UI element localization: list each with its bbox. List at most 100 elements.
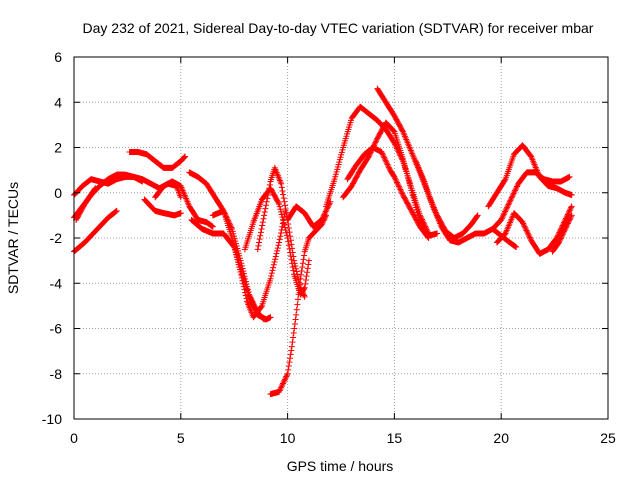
data-point-marker (519, 219, 526, 226)
data-point-marker (285, 366, 292, 373)
data-point-marker (474, 213, 481, 220)
data-point-marker (294, 296, 301, 303)
data-point-marker (281, 221, 288, 228)
data-point-marker (243, 281, 250, 288)
data-point-marker (510, 190, 517, 197)
data-point-marker (373, 136, 380, 143)
data-point-marker (557, 236, 564, 243)
data-point-marker (381, 154, 388, 161)
data-point-marker (525, 231, 532, 238)
data-point-marker (278, 383, 285, 390)
data-point-marker (391, 173, 398, 180)
data-point-marker (261, 208, 268, 215)
data-point-marker (238, 262, 245, 269)
data-point-marker (564, 211, 571, 218)
data-point-marker (250, 299, 257, 306)
data-point-marker (240, 268, 247, 275)
data-point-marker (395, 182, 402, 189)
data-point-marker (259, 222, 266, 229)
data-point-marker (391, 139, 398, 146)
data-point-marker (513, 183, 520, 190)
data-point-marker (562, 224, 569, 231)
data-point-marker (556, 229, 563, 236)
data-point-marker (298, 271, 305, 278)
data-point-marker (113, 207, 120, 214)
series-arc-21 (489, 169, 573, 232)
data-point-marker (512, 186, 519, 193)
data-point-marker (280, 191, 287, 198)
y-tick-label: -8 (50, 366, 63, 382)
data-point-marker (555, 239, 562, 246)
data-point-marker (287, 237, 294, 244)
data-point-marker (298, 267, 305, 274)
data-point-marker (282, 206, 289, 213)
data-point-marker (379, 151, 386, 158)
data-point-marker (280, 379, 287, 386)
data-point-marker (289, 260, 296, 267)
series-arc-1 (71, 207, 120, 255)
data-point-marker (248, 297, 255, 304)
data-point-marker (275, 242, 282, 249)
data-point-marker (238, 260, 245, 267)
data-point-marker (254, 246, 261, 253)
data-point-marker (276, 388, 283, 395)
series-arc-22 (493, 203, 575, 257)
data-point-marker (262, 205, 269, 212)
y-axis-label: SDTVAR / TECUs (5, 182, 21, 294)
data-point-marker (498, 215, 505, 222)
data-point-marker (372, 138, 379, 145)
series-arc-14 (284, 198, 334, 230)
data-point-marker (259, 315, 266, 322)
series-arc-12 (241, 185, 312, 298)
data-point-marker (398, 189, 405, 196)
data-point-marker (303, 273, 310, 280)
data-point-marker (511, 189, 518, 196)
data-point-marker (563, 223, 570, 230)
data-point-marker (246, 292, 253, 299)
data-point-marker (276, 239, 283, 246)
data-point-marker (288, 241, 295, 248)
data-point-marker (255, 242, 262, 249)
data-point-marker (555, 232, 562, 239)
data-point-marker (240, 270, 247, 277)
data-point-marker (220, 207, 227, 214)
data-point-marker (267, 314, 274, 321)
data-point-marker (394, 179, 401, 186)
data-point-marker (282, 227, 289, 234)
series-arc-16 (340, 119, 441, 239)
data-point-marker (381, 155, 388, 162)
data-point-marker (278, 208, 285, 215)
data-point-marker (257, 232, 264, 239)
data-point-marker (288, 256, 295, 263)
data-point-marker (252, 305, 259, 312)
data-point-marker (91, 186, 98, 193)
data-point-marker (279, 187, 286, 194)
data-point-marker (276, 236, 283, 243)
data-point-marker (524, 228, 531, 235)
data-point-marker (510, 191, 517, 198)
data-point-marker (513, 244, 520, 251)
data-point-marker (523, 227, 530, 234)
data-point-marker (270, 264, 277, 271)
data-point-marker (223, 214, 230, 221)
data-point-marker (502, 208, 509, 215)
data-point-marker (286, 245, 293, 252)
data-point-marker (566, 216, 573, 223)
data-point-marker (273, 250, 280, 257)
data-point-marker (372, 139, 379, 146)
data-point-marker (318, 216, 325, 223)
data-point-marker (299, 264, 306, 271)
data-point-marker (293, 306, 300, 313)
data-point-marker (383, 160, 390, 167)
y-tick-label: 6 (54, 49, 62, 65)
data-point-marker (285, 362, 292, 369)
data-point-marker (279, 381, 286, 388)
data-point-marker (378, 149, 385, 156)
data-point-marker (555, 230, 562, 237)
data-point-marker (502, 207, 509, 214)
data-point-marker (384, 161, 391, 168)
data-point-marker (434, 230, 441, 237)
data-point-marker (291, 320, 298, 327)
data-point-marker (277, 386, 284, 393)
data-point-marker (238, 271, 245, 278)
